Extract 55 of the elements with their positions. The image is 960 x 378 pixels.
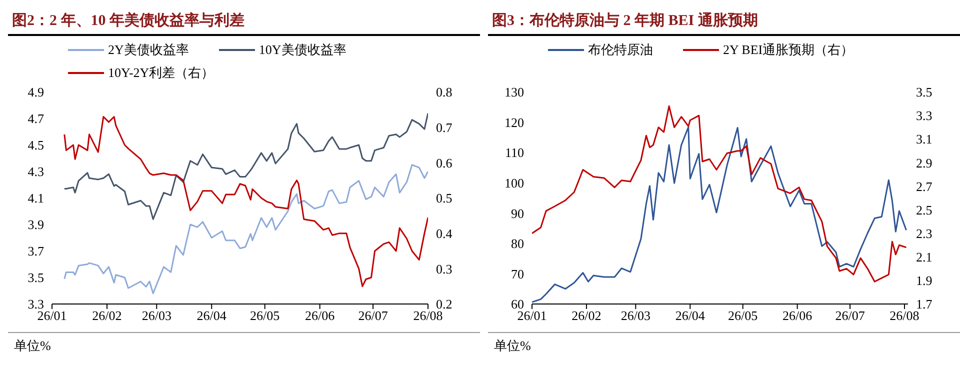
x-tick-label: 26/02 <box>572 308 602 324</box>
y-tick-label: 130 <box>504 84 524 100</box>
y-tick-label: 4.3 <box>28 164 44 180</box>
x-tick-label: 26/07 <box>835 308 866 324</box>
y2-tick-label: 0.8 <box>436 84 452 100</box>
x-tick-label: 26/06 <box>305 308 336 324</box>
y2-tick-label: 3.5 <box>916 84 932 100</box>
y2-tick-label: 2.9 <box>916 155 932 170</box>
x-tick-label: 26/03 <box>620 308 650 324</box>
y2-tick-label: 2.5 <box>916 202 932 218</box>
y-tick-label: 4.5 <box>28 138 44 153</box>
y-tick-label: 110 <box>504 145 524 160</box>
y-tick-label: 3.7 <box>28 244 44 259</box>
y2-tick-label: 2.7 <box>916 178 933 194</box>
y-tick-label: 100 <box>504 175 524 190</box>
y-tick-label: 4.9 <box>28 84 44 100</box>
y-tick-label: 90 <box>511 206 524 221</box>
x-tick-label: 26/02 <box>92 308 122 324</box>
x-tick-label: 26/06 <box>782 308 813 324</box>
x-tick-label: 26/04 <box>675 308 706 324</box>
y2-tick-label: 0.6 <box>436 155 453 170</box>
y2-tick-label: 3.3 <box>916 108 932 124</box>
x-tick-label: 26/03 <box>142 308 172 324</box>
x-tick-label: 26/04 <box>196 308 227 324</box>
x-tick-label: 26/07 <box>358 308 388 324</box>
y2-tick-label: 3.1 <box>916 132 932 147</box>
y-tick-label: 80 <box>511 236 524 252</box>
y-tick-label: 3.9 <box>28 217 44 232</box>
legend-label: 2Y BEI通胀预期（右） <box>723 41 854 59</box>
y-tick-label: 3.5 <box>28 270 44 286</box>
y-tick-label: 4.1 <box>28 190 44 206</box>
y-tick-label: 70 <box>511 266 524 282</box>
legend-label: 10Y美债收益率 <box>258 41 346 59</box>
y2-tick-label: 1.9 <box>916 273 932 288</box>
legend-label: 10Y-2Y利差（右） <box>108 64 214 82</box>
legend-label: 布伦特原油 <box>588 41 653 59</box>
y2-tick-label: 0.4 <box>436 226 453 241</box>
line-series <box>64 164 428 294</box>
line-series <box>64 112 428 220</box>
x-tick-label: 26/05 <box>250 308 280 324</box>
x-tick-label: 26/05 <box>728 308 758 324</box>
chart-title: 图2：2 年、10 年美债收益率与利差 <box>8 8 480 36</box>
chart-title: 图3：布伦特原油与 2 年期 BEI 通胀预期 <box>488 8 960 36</box>
line-series <box>532 105 907 282</box>
y-tick-label: 4.7 <box>28 111 44 126</box>
text: 单位% <box>488 332 960 355</box>
legend-label: 2Y美债收益率 <box>108 41 189 59</box>
text: 单位% <box>8 332 480 355</box>
line-series <box>64 116 428 288</box>
y-tick-label: 120 <box>504 114 524 130</box>
y2-tick-label: 0.3 <box>436 261 452 276</box>
y2-tick-label: 0.7 <box>436 120 453 135</box>
y2-tick-label: 2.3 <box>916 226 932 241</box>
y2-tick-label: 0.5 <box>436 190 452 206</box>
y2-tick-label: 2.1 <box>916 250 932 265</box>
